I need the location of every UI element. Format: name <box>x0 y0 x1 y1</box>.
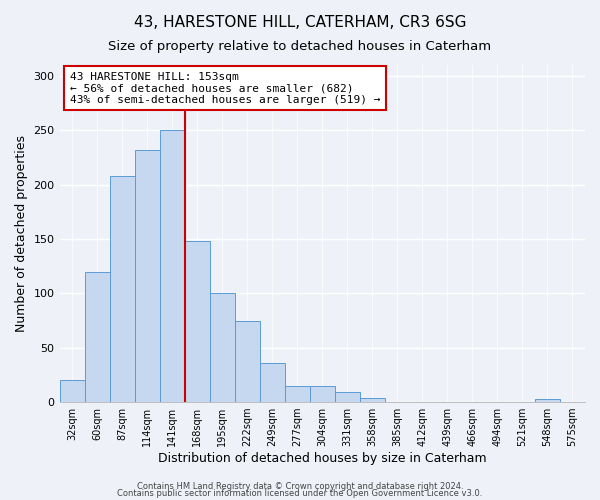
Text: Contains public sector information licensed under the Open Government Licence v3: Contains public sector information licen… <box>118 490 482 498</box>
Bar <box>285 386 310 402</box>
Bar <box>110 176 134 402</box>
Bar <box>310 386 335 402</box>
Bar <box>335 392 360 402</box>
Text: 43, HARESTONE HILL, CATERHAM, CR3 6SG: 43, HARESTONE HILL, CATERHAM, CR3 6SG <box>134 15 466 30</box>
Bar <box>260 363 285 402</box>
Bar <box>209 294 235 402</box>
Y-axis label: Number of detached properties: Number of detached properties <box>15 135 28 332</box>
Bar <box>535 399 560 402</box>
Bar <box>360 398 385 402</box>
Text: Contains HM Land Registry data © Crown copyright and database right 2024.: Contains HM Land Registry data © Crown c… <box>137 482 463 491</box>
Bar <box>235 320 260 402</box>
Bar <box>185 241 209 402</box>
Text: Size of property relative to detached houses in Caterham: Size of property relative to detached ho… <box>109 40 491 53</box>
Bar <box>160 130 185 402</box>
X-axis label: Distribution of detached houses by size in Caterham: Distribution of detached houses by size … <box>158 452 487 465</box>
Bar <box>134 150 160 402</box>
Text: 43 HARESTONE HILL: 153sqm
← 56% of detached houses are smaller (682)
43% of semi: 43 HARESTONE HILL: 153sqm ← 56% of detac… <box>70 72 380 105</box>
Bar <box>85 272 110 402</box>
Bar <box>59 380 85 402</box>
